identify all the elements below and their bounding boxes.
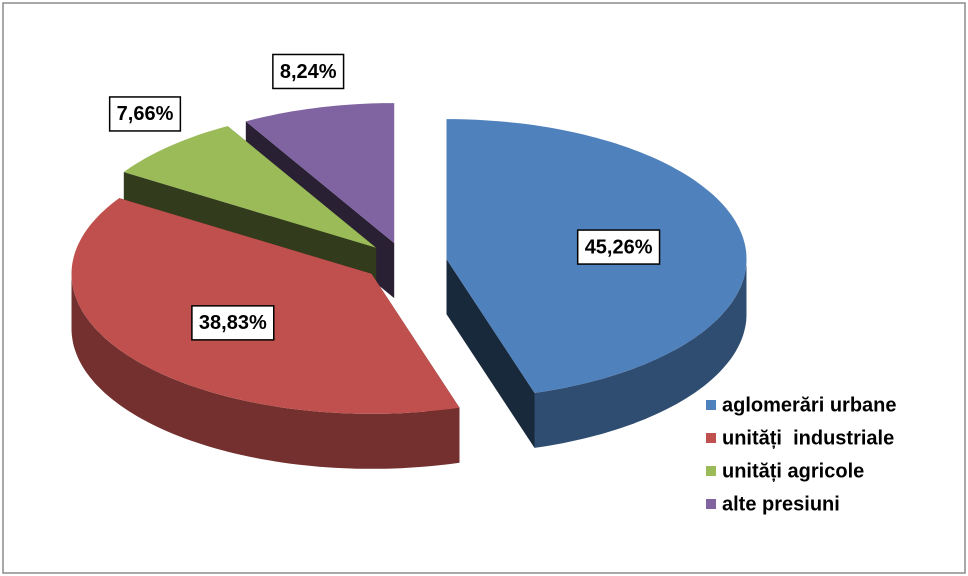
slice-wall [446, 259, 535, 448]
legend-entry: alte presiuni [706, 493, 840, 515]
legend-swatch [706, 400, 716, 410]
legend-label: unități agricole [722, 460, 864, 482]
legend: aglomerări urbane unități industriale unit… [706, 394, 897, 515]
data-label-text: 38,83% [199, 312, 267, 334]
legend-swatch [706, 499, 716, 509]
data-label-text: 8,24% [280, 61, 337, 83]
data-label-text: 45,26% [585, 236, 653, 258]
labels: 45,26% 38,83% 7,66% 8,24% [108, 53, 661, 341]
legend-label: alte presiuni [722, 493, 840, 515]
data-label-box [576, 229, 661, 265]
data-label-text: 7,66% [117, 103, 174, 125]
legend-entry: unități agricole [706, 460, 864, 482]
data-label: 7,66% [108, 96, 182, 132]
legend-entry: unități industriale [706, 427, 894, 449]
legend-swatch [706, 466, 716, 476]
legend-entry: aglomerări urbane [706, 394, 897, 416]
data-label-box [272, 53, 345, 90]
slice-top [245, 103, 395, 244]
data-label-box [108, 96, 182, 132]
data-label: 38,83% [191, 305, 275, 341]
data-label: 8,24% [272, 53, 345, 90]
slice-side [71, 273, 460, 469]
data-label: 45,26% [576, 229, 661, 265]
legend-swatch [706, 433, 716, 443]
legend-label: unități industriale [722, 427, 894, 449]
legend-label: aglomerări urbane [722, 394, 897, 416]
slice-top [123, 126, 377, 248]
data-label-box [191, 305, 275, 341]
slice-side [534, 259, 747, 448]
